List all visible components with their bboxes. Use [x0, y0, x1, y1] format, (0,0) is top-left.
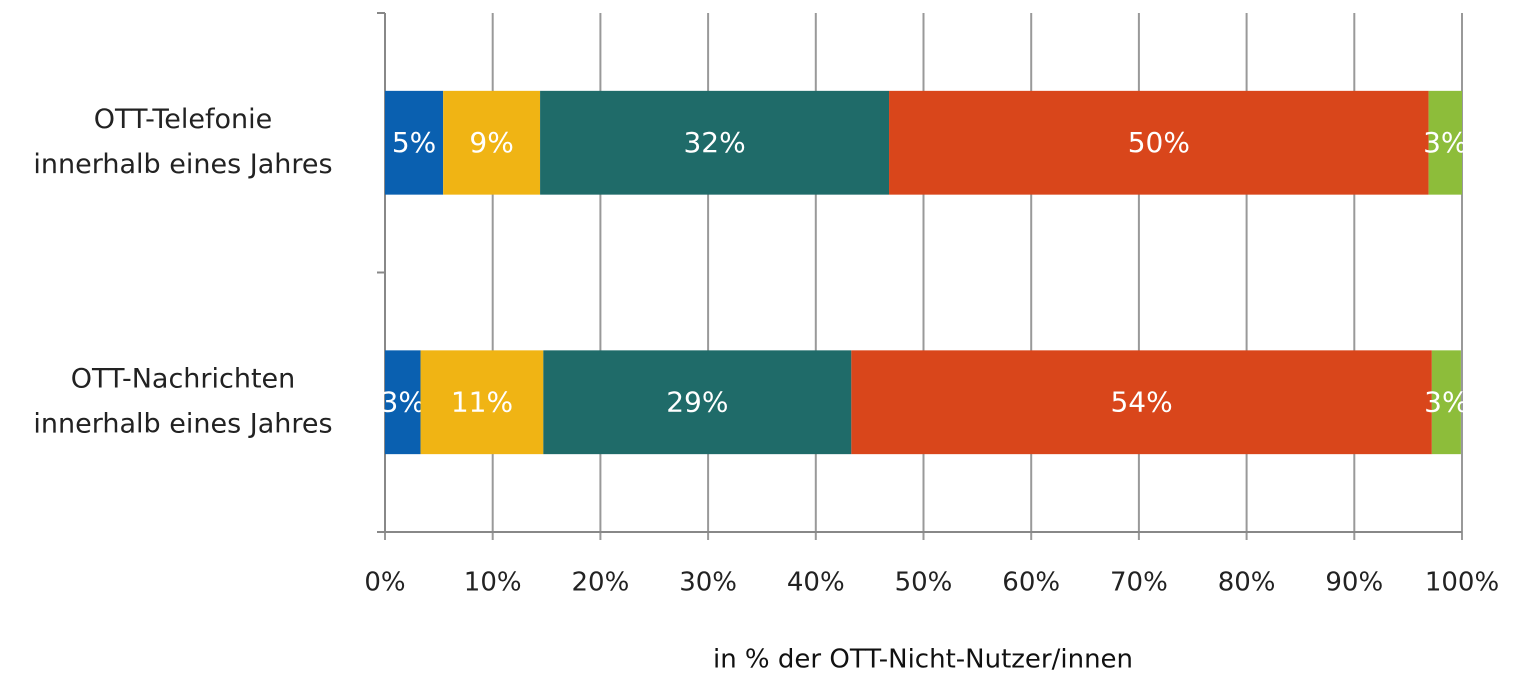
bar-segment: [420, 350, 544, 455]
x-tick-label: 90%: [1325, 568, 1383, 598]
bar-segment: [851, 350, 1432, 455]
value-label: 3%: [1423, 126, 1467, 159]
value-label: 3%: [381, 385, 425, 418]
x-tick-label: 0%: [364, 568, 405, 598]
x-tick-label: 30%: [679, 568, 737, 598]
bar-segment: [889, 90, 1429, 195]
bar-segment: [540, 90, 890, 195]
x-tick-label: 20%: [572, 568, 630, 598]
value-label: 11%: [451, 385, 513, 418]
value-label: 32%: [683, 126, 745, 159]
bar-segment: [385, 90, 444, 195]
value-label: 50%: [1128, 126, 1190, 159]
y-tick-label: innerhalb eines Jahres: [33, 149, 332, 180]
bar-segment: [543, 350, 852, 455]
x-tick-label: 80%: [1218, 568, 1276, 598]
x-tick-label: 50%: [895, 568, 953, 598]
value-label: 3%: [1424, 385, 1468, 418]
x-tick-label: 10%: [464, 568, 522, 598]
bar-segment: [1431, 350, 1461, 455]
x-tick-label: 60%: [1002, 568, 1060, 598]
value-label: 9%: [469, 126, 513, 159]
y-tick-label: OTT-Telefonie: [94, 104, 272, 135]
bar-segment: [443, 90, 541, 195]
x-axis-title: in % der OTT-Nicht-Nutzer/innen: [713, 645, 1133, 673]
bar-segment: [1428, 90, 1462, 195]
y-tick-label: innerhalb eines Jahres: [33, 408, 332, 439]
bar-segment: [385, 350, 421, 455]
y-tick-label: OTT-Nachrichten: [71, 363, 296, 394]
value-label: 5%: [392, 126, 436, 159]
x-tick-label: 70%: [1110, 568, 1168, 598]
value-label: 29%: [666, 385, 728, 418]
x-tick-label: 100%: [1425, 568, 1499, 598]
value-label: 54%: [1110, 385, 1172, 418]
x-tick-label: 40%: [787, 568, 845, 598]
